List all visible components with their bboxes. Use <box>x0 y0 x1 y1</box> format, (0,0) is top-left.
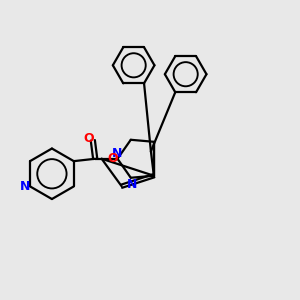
Text: N: N <box>20 180 30 193</box>
Text: N: N <box>112 147 123 160</box>
Text: O: O <box>107 152 118 165</box>
Text: N: N <box>127 178 137 191</box>
Text: O: O <box>83 132 94 146</box>
